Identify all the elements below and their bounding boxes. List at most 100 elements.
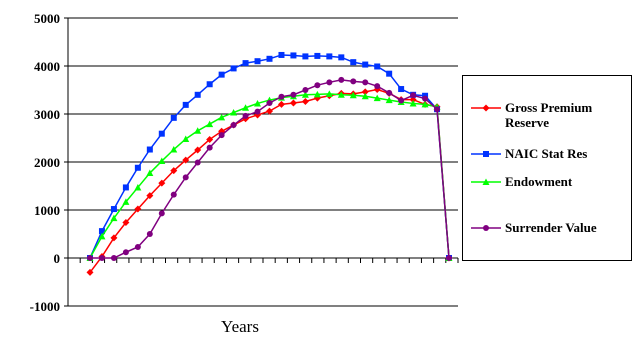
marker (194, 91, 201, 98)
marker (182, 101, 189, 108)
legend: Gross Premium Reserve NAIC Stat Res Endowm… (462, 75, 632, 261)
marker (302, 53, 309, 60)
marker (182, 174, 189, 181)
marker (158, 130, 165, 137)
y-tick-label: 3000 (34, 107, 60, 122)
legend-label: NAIC Stat Res (505, 146, 588, 161)
marker (194, 127, 202, 134)
marker (206, 120, 214, 128)
marker (122, 249, 129, 256)
marker (218, 113, 226, 121)
marker (301, 98, 309, 106)
marker (266, 99, 273, 106)
marker (254, 99, 262, 107)
marker (98, 255, 105, 261)
marker (301, 91, 309, 98)
marker (350, 59, 357, 66)
legend-label: Endowment (505, 174, 573, 189)
marker (266, 55, 273, 62)
marker (398, 97, 405, 104)
marker (206, 144, 213, 151)
marker (146, 169, 154, 177)
legend-item: Surrender Value (469, 220, 627, 235)
marker (110, 255, 117, 261)
marker (434, 106, 441, 113)
legend-item: NAIC Stat Res (469, 146, 627, 161)
marker (110, 214, 118, 222)
marker (242, 60, 249, 67)
marker (230, 65, 237, 72)
legend-item: Gross Premium Reserve (469, 100, 627, 130)
marker (122, 184, 129, 191)
marker (98, 232, 106, 240)
marker (277, 100, 285, 108)
marker (386, 89, 393, 96)
marker (289, 99, 297, 107)
marker (146, 192, 154, 200)
marker (361, 92, 369, 100)
marker (314, 52, 321, 59)
y-tick-label: 4000 (34, 59, 60, 74)
marker (349, 91, 357, 99)
legend-label: Surrender Value (505, 220, 597, 235)
marker (194, 146, 202, 154)
marker (409, 96, 417, 104)
marker (483, 225, 489, 231)
marker (386, 70, 393, 77)
marker (482, 104, 490, 112)
marker (110, 234, 118, 242)
marker (134, 243, 141, 250)
marker (158, 179, 166, 187)
marker (182, 135, 190, 142)
marker (242, 112, 249, 119)
marker (422, 95, 429, 102)
marker (302, 87, 309, 93)
marker (338, 54, 345, 61)
marker (86, 268, 94, 276)
legend-swatch (471, 178, 501, 185)
y-tick-label: 5000 (34, 11, 60, 26)
marker (170, 146, 178, 153)
legend-swatch (471, 104, 501, 112)
marker (182, 156, 190, 164)
marker (254, 58, 261, 65)
marker (158, 210, 165, 217)
marker (446, 255, 452, 261)
marker (122, 198, 130, 205)
marker (134, 205, 142, 213)
marker (158, 157, 166, 165)
marker (398, 86, 405, 93)
y-tick-label: -1000 (30, 299, 60, 314)
marker (242, 104, 250, 111)
marker (361, 88, 369, 96)
marker (110, 206, 117, 213)
marker (314, 82, 321, 89)
marker (421, 100, 429, 108)
y-tick-label: 0 (54, 251, 61, 266)
legend-item: Endowment (469, 174, 627, 189)
marker (170, 191, 177, 198)
marker (146, 231, 153, 237)
marker (266, 107, 273, 115)
marker (338, 76, 345, 83)
marker (278, 93, 285, 100)
marker (218, 71, 225, 78)
marker (230, 122, 237, 129)
marker (385, 96, 393, 104)
marker (134, 164, 141, 171)
marker (313, 90, 321, 98)
marker (326, 79, 333, 86)
marker (98, 228, 105, 235)
marker (410, 92, 417, 99)
marker (87, 255, 93, 261)
y-tick-label: 1000 (34, 203, 60, 218)
marker (373, 94, 381, 102)
y-tick-label: 2000 (34, 155, 60, 170)
marker (362, 61, 369, 68)
legend-swatch (471, 225, 501, 231)
marker (278, 51, 285, 58)
marker (482, 178, 490, 185)
series-line (90, 79, 450, 259)
